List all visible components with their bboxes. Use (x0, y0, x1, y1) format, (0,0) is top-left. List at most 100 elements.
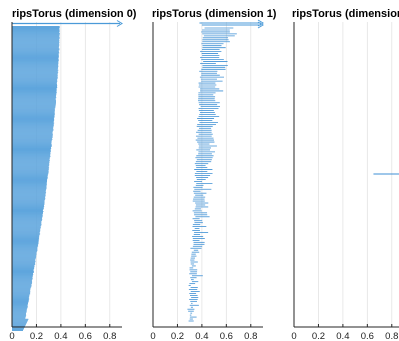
barcode-bar (12, 195, 46, 197)
barcode-bar (12, 272, 34, 273)
barcode-bar (12, 325, 25, 327)
barcode-bar (12, 64, 59, 66)
barcode-bar (12, 81, 57, 83)
barcode-bar (12, 31, 60, 33)
barcode-bar (12, 146, 52, 148)
axes (152, 22, 263, 328)
barcode-bar (12, 32, 60, 34)
barcode-bar (12, 105, 56, 107)
barcode-bar (12, 189, 46, 191)
barcode-bar (12, 121, 54, 123)
barcode-bar (12, 119, 55, 121)
barcode-bar (12, 273, 34, 275)
barcode-bar (12, 254, 37, 256)
barcode-bar (12, 270, 34, 271)
barcode-bar (12, 188, 47, 190)
barcode-bar (12, 306, 28, 308)
barcode-bar (12, 116, 55, 118)
barcode-bar (12, 201, 45, 203)
barcode-bar (12, 137, 53, 139)
barcode-bar (12, 35, 60, 37)
barcode-bar (12, 49, 60, 51)
barcode-bar (12, 252, 37, 254)
barcode-bar (12, 45, 60, 47)
barcode-bar (12, 34, 60, 36)
barcode-bar (12, 202, 45, 204)
chart-title: ripsTorus (dimension 0) (12, 8, 137, 20)
barcode-bar (12, 122, 55, 124)
barcode-bar (12, 169, 49, 171)
barcode-bar (12, 44, 60, 46)
barcode-bar (12, 328, 24, 330)
barcode-bar (12, 242, 39, 244)
x-tick-label: 0.6 (361, 331, 374, 341)
barcode-bar (12, 251, 37, 253)
barcode-bar (12, 87, 58, 88)
barcode-bar (12, 148, 52, 149)
barcode-bar (12, 247, 38, 249)
barcode-bar (12, 255, 37, 257)
barcode-bar (12, 322, 27, 324)
barcode-bar (12, 41, 60, 43)
barcode-bar (12, 220, 42, 222)
barcode-bar (12, 194, 46, 196)
barcode-bar (12, 176, 48, 178)
barcode-bar (12, 320, 28, 322)
barcode-bar (12, 318, 29, 320)
barcode-bar (12, 73, 58, 75)
barcode-bar (12, 58, 59, 60)
barcode-bar (12, 288, 31, 290)
barcode-bar (12, 106, 56, 108)
barcode-bar (12, 196, 46, 198)
barcode-bar (12, 67, 59, 69)
grid-lines (177, 22, 252, 327)
barcode-bar (12, 85, 58, 87)
barcode-bar (12, 72, 58, 74)
barcode-bar (12, 175, 48, 177)
x-tick-label: 0.6 (79, 331, 92, 341)
barcode-bar (12, 316, 26, 318)
barcode-bar (12, 257, 36, 259)
barcode-bar (12, 231, 40, 233)
barcode-bar (12, 109, 55, 111)
barcode-bar (12, 138, 53, 140)
barcode-bar (12, 84, 58, 86)
barcode-bar (12, 120, 54, 122)
barcode-bar (12, 246, 38, 248)
barcode-bar (12, 99, 56, 101)
barcode-bar (12, 319, 28, 321)
barcode-bar (12, 230, 41, 232)
barcode-bar (12, 292, 31, 294)
barcode-bar (12, 239, 39, 241)
barcode-bar (12, 112, 55, 114)
barcode-bar (12, 46, 59, 48)
barcode-bar (12, 286, 32, 288)
panel-dimension-2: ripsTorus (dimension 2 0 0.2 0.4 0.6 0.8 (291, 8, 399, 341)
barcode-bar (12, 233, 41, 235)
barcode-bar (12, 297, 29, 299)
barcode-bar (12, 323, 26, 325)
barcode-bar (12, 150, 51, 151)
barcode-bar (12, 30, 60, 32)
barcode-bar (12, 142, 52, 144)
barcode-bar (12, 282, 33, 284)
barcode-bar (12, 62, 59, 64)
barcode-bar (12, 144, 52, 146)
barcode-bar (12, 227, 41, 229)
barcode-bar (12, 54, 59, 56)
chart-title: ripsTorus (dimension 1) (152, 8, 277, 20)
barcode-bar (12, 315, 26, 317)
barcode-bar (12, 158, 50, 160)
barcode-bar (12, 74, 58, 76)
barcode-bar (12, 312, 27, 314)
barcode-bar (12, 296, 30, 298)
barcode-bar (12, 66, 59, 68)
barcode-bar (12, 164, 50, 166)
barcode-bar (12, 59, 59, 61)
barcode-bar (12, 215, 43, 217)
barcode-bar (12, 160, 50, 162)
x-tick-label: 0.4 (336, 331, 349, 341)
barcode-bar (12, 212, 43, 214)
barcode-bar (12, 183, 47, 185)
